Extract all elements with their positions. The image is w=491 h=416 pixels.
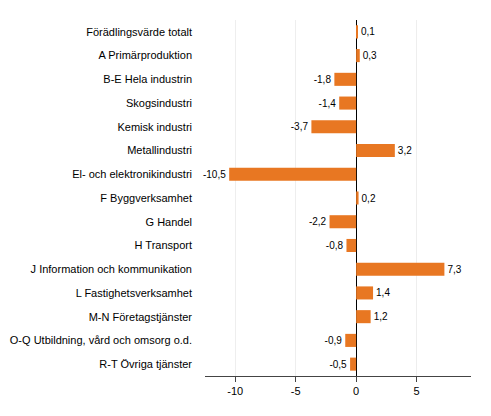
- svg-text:L Fastighetsverksamhet: L Fastighetsverksamhet: [76, 287, 192, 299]
- svg-text:-1,4: -1,4: [319, 98, 337, 109]
- svg-text:-3,7: -3,7: [291, 121, 309, 132]
- svg-text:-0,9: -0,9: [325, 335, 343, 346]
- svg-text:0,3: 0,3: [363, 50, 377, 61]
- svg-text:Förädlingsvärde totalt: Förädlingsvärde totalt: [86, 26, 192, 38]
- svg-text:-2,2: -2,2: [309, 216, 327, 227]
- svg-text:0: 0: [353, 385, 359, 397]
- svg-text:O-Q Utbildning, vård och omsor: O-Q Utbildning, vård och omsorg o.d.: [10, 334, 192, 346]
- svg-text:B-E Hela industrin: B-E Hela industrin: [103, 73, 192, 85]
- svg-text:1,2: 1,2: [374, 311, 388, 322]
- svg-text:-10,5: -10,5: [203, 169, 226, 180]
- svg-text:H Transport: H Transport: [135, 239, 192, 251]
- svg-text:1,4: 1,4: [376, 287, 390, 298]
- svg-text:0,1: 0,1: [361, 26, 375, 37]
- svg-text:R-T Övriga tjänster: R-T Övriga tjänster: [99, 358, 192, 370]
- svg-text:A Primärproduktion: A Primärproduktion: [98, 49, 192, 61]
- svg-text:7,3: 7,3: [447, 264, 461, 275]
- svg-text:F Byggverksamhet: F Byggverksamhet: [100, 192, 192, 204]
- svg-text:0,2: 0,2: [362, 193, 376, 204]
- svg-text:-10: -10: [227, 385, 243, 397]
- svg-text:M-N Företagstjänster: M-N Företagstjänster: [89, 311, 193, 323]
- svg-text:5: 5: [414, 385, 420, 397]
- svg-text:3,2: 3,2: [398, 145, 412, 156]
- svg-text:G Handel: G Handel: [146, 216, 192, 228]
- svg-text:Kemisk industri: Kemisk industri: [117, 121, 192, 133]
- svg-text:-0,5: -0,5: [329, 359, 347, 370]
- svg-text:-1,8: -1,8: [314, 74, 332, 85]
- svg-text:El- och elektronikindustri: El- och elektronikindustri: [72, 168, 192, 180]
- svg-text:Skogsindustri: Skogsindustri: [126, 97, 192, 109]
- svg-text:-5: -5: [291, 385, 301, 397]
- svg-text:J Information och kommunikatio: J Information och kommunikation: [31, 263, 192, 275]
- svg-text:Metallindustri: Metallindustri: [127, 144, 192, 156]
- svg-text:-0,8: -0,8: [326, 240, 344, 251]
